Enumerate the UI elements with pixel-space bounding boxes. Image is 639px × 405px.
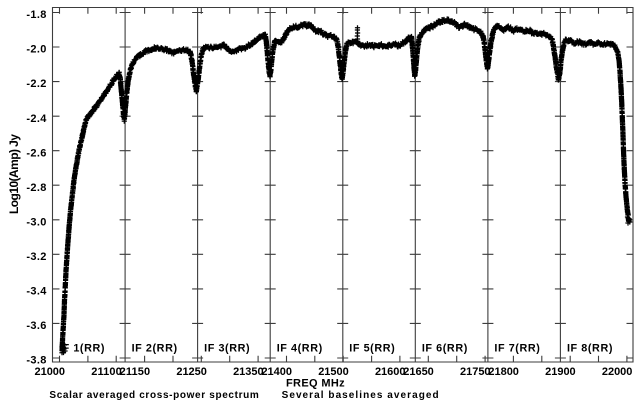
svg-text:-2.6: -2.6 (26, 147, 46, 159)
svg-text:-2.0: -2.0 (26, 44, 46, 56)
svg-text:22000: 22000 (602, 366, 633, 378)
svg-text:21600: 21600 (375, 366, 406, 378)
svg-text:-3.8: -3.8 (26, 355, 46, 367)
svg-text:IF 3(RR): IF 3(RR) (204, 342, 250, 354)
svg-text:IF 4(RR): IF 4(RR) (277, 342, 323, 354)
svg-text:21150: 21150 (120, 366, 151, 378)
svg-text:Several baselines averaged: Several baselines averaged (282, 390, 439, 401)
svg-text:21500: 21500 (318, 366, 349, 378)
svg-text:-3.4: -3.4 (26, 286, 47, 298)
svg-text:21100: 21100 (91, 366, 121, 378)
svg-text:IF 6(RR): IF 6(RR) (422, 342, 468, 354)
svg-text:-3.2: -3.2 (26, 251, 46, 263)
svg-text:FREQ MHz: FREQ MHz (286, 378, 345, 390)
svg-text:-3.0: -3.0 (26, 216, 46, 228)
svg-text:IF 7(RR): IF 7(RR) (494, 342, 540, 354)
svg-text:21000: 21000 (35, 366, 66, 378)
svg-text:-2.8: -2.8 (26, 182, 46, 194)
svg-text:21250: 21250 (176, 366, 207, 378)
svg-text:IF 5(RR): IF 5(RR) (349, 342, 395, 354)
svg-text:Log10(Amp) Jy: Log10(Amp) Jy (7, 134, 21, 214)
svg-text:IF 2(RR): IF 2(RR) (132, 342, 178, 354)
svg-text:21750: 21750 (460, 366, 491, 378)
svg-text:-3.6: -3.6 (26, 320, 46, 332)
svg-text:Scalar averaged cross-power sp: Scalar averaged cross-power spectrum (49, 390, 258, 401)
svg-text:21350: 21350 (233, 366, 264, 378)
svg-text:21900: 21900 (545, 366, 576, 378)
svg-text:21400: 21400 (261, 366, 292, 378)
svg-text:-2.2: -2.2 (26, 78, 46, 90)
svg-text:IF 1(RR): IF 1(RR) (59, 342, 105, 354)
svg-text:-2.4: -2.4 (26, 113, 47, 125)
svg-text:-1.8: -1.8 (26, 9, 46, 21)
svg-text:21800: 21800 (488, 366, 519, 378)
svg-text:IF 8(RR): IF 8(RR) (567, 342, 613, 354)
svg-text:21650: 21650 (403, 366, 434, 378)
